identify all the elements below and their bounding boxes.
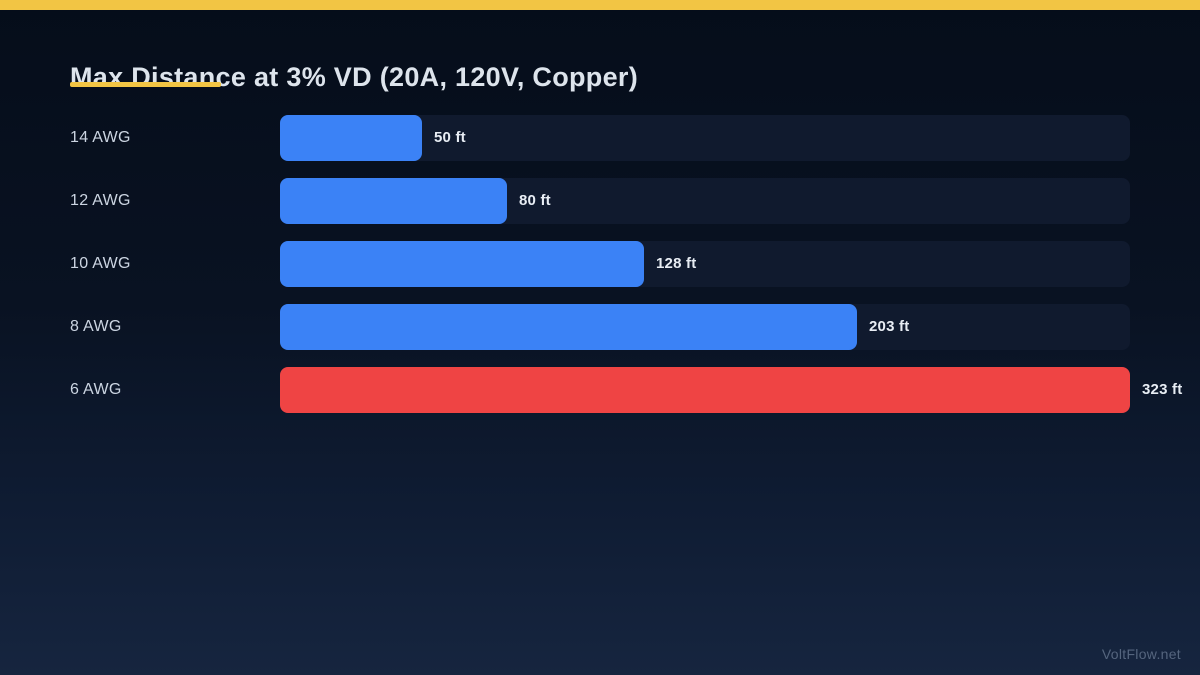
bar [280,304,857,350]
category-label: 10 AWG [70,255,131,272]
category-label: 8 AWG [70,318,122,335]
chart-title: Max Distance at 3% VD (20A, 120V, Copper… [70,62,639,93]
category-label: 12 AWG [70,192,131,209]
category-label: 14 AWG [70,129,131,146]
value-label: 203 ft [869,318,910,335]
bar-chart: 14 AWG 50 ft 12 AWG 80 ft 10 AWG 128 ft … [70,115,1182,430]
value-label: 128 ft [656,255,697,272]
bar [280,115,422,161]
value-label: 323 ft [1142,381,1183,398]
bar-track: 323 ft [280,367,1182,413]
value-label: 50 ft [434,129,466,146]
bar [280,178,507,224]
chart-row: 10 AWG 128 ft [70,241,1142,287]
top-accent-bar [0,0,1200,10]
chart-row: 12 AWG 80 ft [70,178,1142,224]
bar [280,367,1130,413]
bar [280,241,644,287]
bar-track: 203 ft [280,304,1130,350]
chart-row: 14 AWG 50 ft [70,115,1142,161]
category-label: 6 AWG [70,381,122,398]
bar-track: 50 ft [280,115,1130,161]
bar-track: 128 ft [280,241,1130,287]
title-underline [70,82,221,87]
watermark: VoltFlow.net [1101,646,1181,662]
chart-row: 6 AWG 323 ft [70,367,1182,413]
value-label: 80 ft [519,192,551,209]
chart-row: 8 AWG 203 ft [70,304,1142,350]
bar-track: 80 ft [280,178,1130,224]
